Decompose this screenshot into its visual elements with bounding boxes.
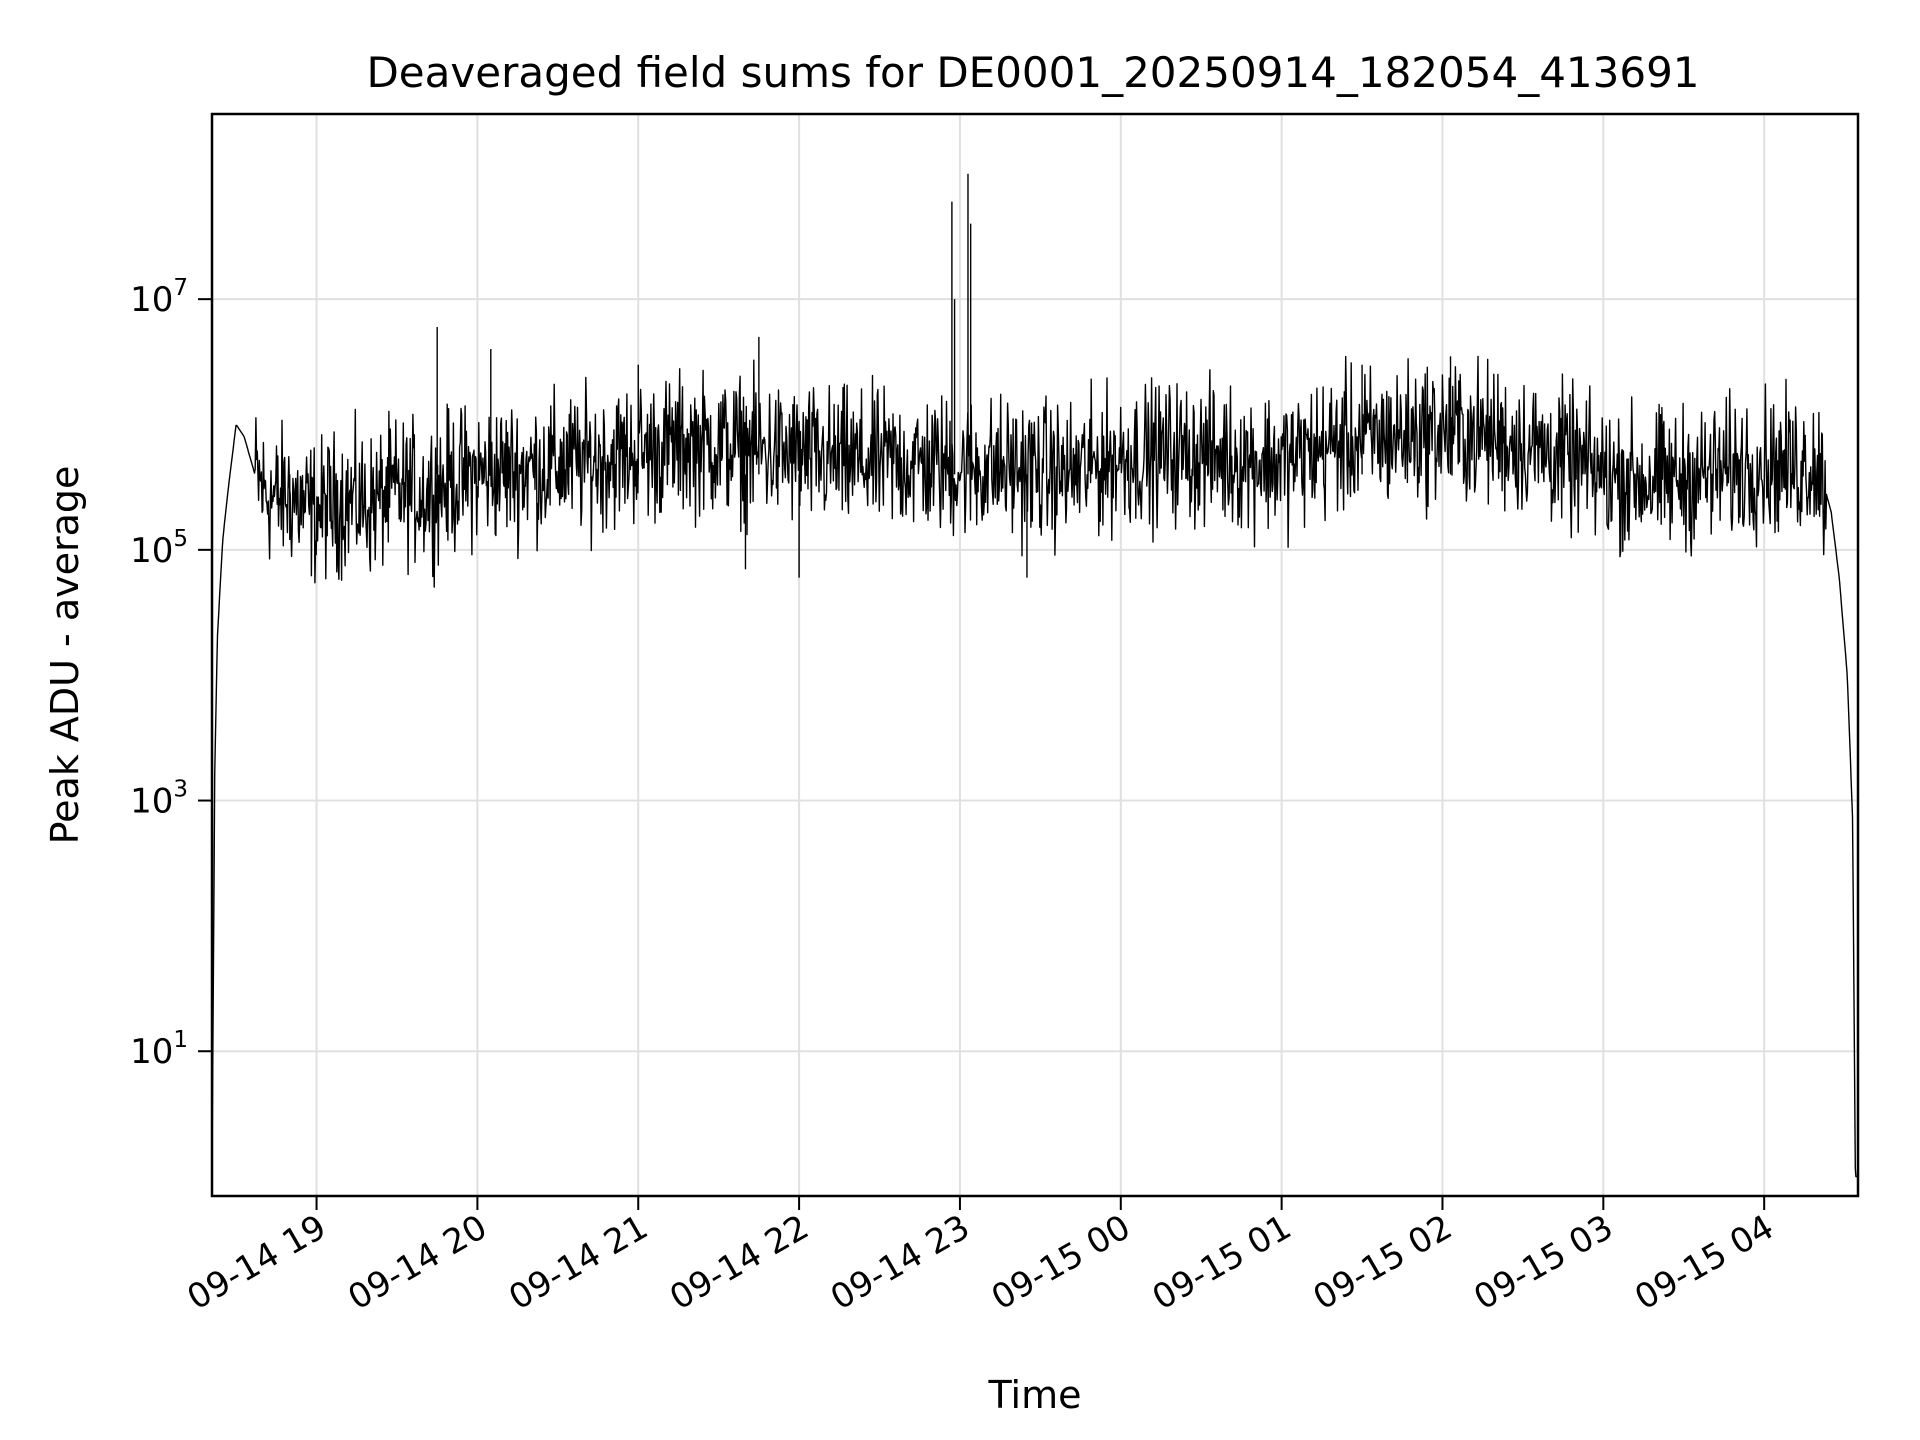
grid-layer [212, 114, 1858, 1196]
series-line [211, 355, 1859, 1178]
x-axis-label: Time [988, 1373, 1082, 1417]
plot-frame [210, 112, 1860, 1198]
y-tick-label: 103 [130, 777, 188, 822]
y-tick-label: 101 [130, 1027, 188, 1072]
y-axis-label: Peak ADU - average [43, 466, 87, 845]
series-layer [211, 173, 1859, 1178]
y-tick-label: 105 [130, 526, 188, 571]
y-tick-label: 107 [130, 275, 188, 320]
chart-title: Deaveraged field sums for DE0001_2025091… [366, 48, 1699, 97]
